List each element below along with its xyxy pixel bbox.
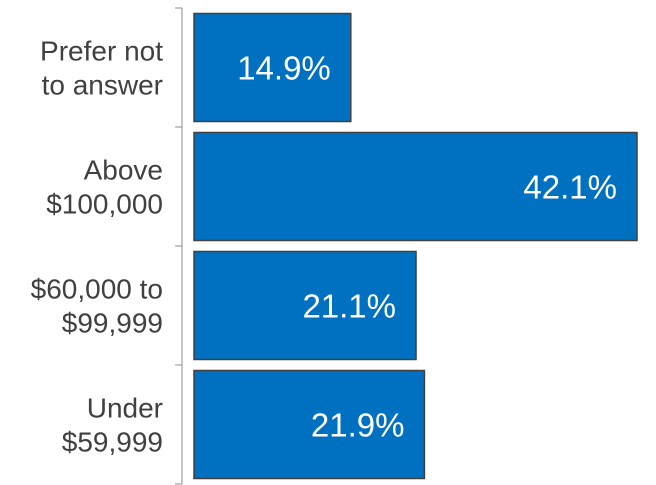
bar-value-label: 21.9% (311, 407, 405, 444)
bar-value-label: 14.9% (237, 50, 331, 87)
bar-value-label: 42.1% (523, 169, 617, 206)
category-label: Prefer not (40, 36, 163, 67)
data-labels: 14.9% 42.1% 21.1% 21.9% (237, 50, 617, 444)
bar-value-label: 21.1% (302, 288, 396, 325)
category-label: $100,000 (46, 189, 163, 220)
category-axis (175, 7, 183, 485)
bar (193, 369, 426, 480)
category-label: $99,999 (62, 308, 163, 339)
bar (193, 12, 352, 123)
bar (193, 131, 638, 242)
category-label: to answer (42, 70, 163, 101)
category-label: Above (84, 155, 163, 186)
category-label: $59,999 (62, 427, 163, 458)
category-label: $60,000 to (31, 274, 163, 305)
bar (193, 250, 417, 361)
category-label: Under (87, 393, 163, 424)
bars (193, 12, 638, 480)
